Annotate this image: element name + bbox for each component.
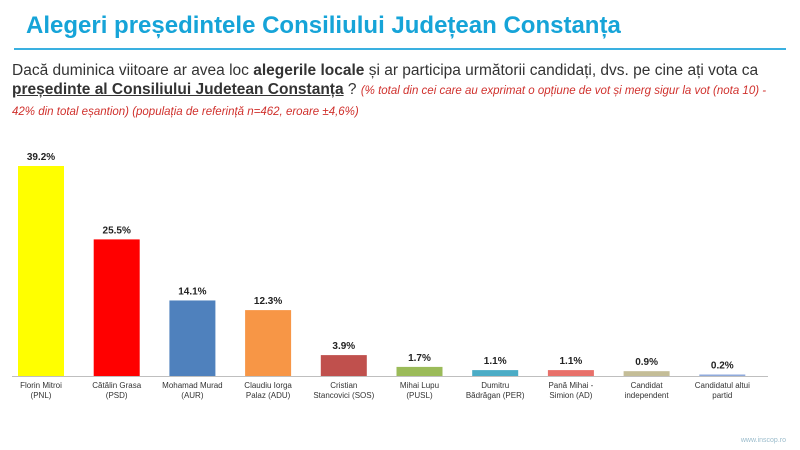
data-label-1: 39.2% [27, 152, 55, 163]
bar-7 [472, 370, 519, 376]
title-divider [14, 48, 786, 50]
category-label-5-line-1: Cristian [330, 381, 357, 390]
category-label-5-line-2: Stancovici (SOS) [313, 391, 374, 400]
question-part-4: președinte al Consiliului Judetean Const… [12, 81, 344, 98]
category-label-6-line-2: (PUSL) [406, 391, 433, 400]
question-note: (% total din cei care au exprimat o opți… [12, 85, 767, 118]
category-label-10-line-2: partid [712, 391, 732, 400]
data-label-5: 3.9% [332, 341, 355, 352]
category-label-3-line-2: (AUR) [181, 391, 204, 400]
bar-5 [320, 355, 367, 376]
category-label-1-line-2: (PNL) [31, 391, 52, 400]
bar-8 [547, 370, 594, 376]
bar-10 [699, 374, 746, 376]
footer-url: www.inscop.ro [740, 437, 786, 444]
data-label-7: 1.1% [484, 356, 507, 367]
category-label-4-line-2: Palaz (ADU) [246, 391, 291, 400]
question-text: Dacă duminica viitoare ar avea loc alege… [12, 61, 788, 122]
category-label-10-line-1: Candidatul altui [695, 381, 750, 390]
bar-4 [245, 310, 292, 376]
question-part-1: Dacă duminica viitoare ar avea loc [12, 62, 254, 79]
chart-bars: 39.2% Florin Mitroi(PNL) 25.5% Cătălin Gras… [12, 152, 768, 400]
bar-6 [396, 366, 443, 376]
page-title: Alegeri președintele Consiliului Județea… [26, 12, 621, 39]
category-label-2-line-1: Cătălin Grasa [92, 381, 141, 390]
data-label-8: 1.1% [560, 356, 583, 367]
category-label-6-line-1: Mihai Lupu [400, 381, 439, 390]
data-label-6: 1.7% [408, 353, 431, 364]
category-label-9-line-2: independent [625, 391, 670, 400]
category-label-3-line-1: Mohamad Murad [162, 381, 222, 390]
category-label-9-line-1: Candidat [631, 381, 664, 390]
category-label-8-line-2: Simion (AD) [549, 391, 592, 400]
bar-1 [18, 166, 64, 376]
data-label-9: 0.9% [635, 357, 658, 368]
category-label-2-line-2: (PSD) [106, 391, 128, 400]
category-label-8-line-1: Pană Mihai - [548, 381, 593, 390]
bar-9 [623, 371, 670, 376]
data-label-10: 0.2% [711, 361, 734, 372]
question-part-2: alegerile locale [253, 62, 365, 79]
data-label-2: 25.5% [103, 225, 131, 236]
bar-3 [169, 300, 216, 376]
category-label-4-line-1: Claudiu Iorga [244, 381, 292, 390]
question-part-3: și ar participa următorii candidați, dvs… [364, 62, 759, 79]
category-label-7-line-1: Dumitru [481, 381, 509, 390]
question-part-5: ? [343, 81, 361, 98]
data-label-4: 12.3% [254, 296, 282, 307]
category-label-1-line-1: Florin Mitroi [20, 381, 62, 390]
category-label-7-line-2: Bădrăgan (PER) [466, 391, 525, 400]
data-label-3: 14.1% [178, 286, 206, 297]
bar-2 [93, 239, 140, 376]
